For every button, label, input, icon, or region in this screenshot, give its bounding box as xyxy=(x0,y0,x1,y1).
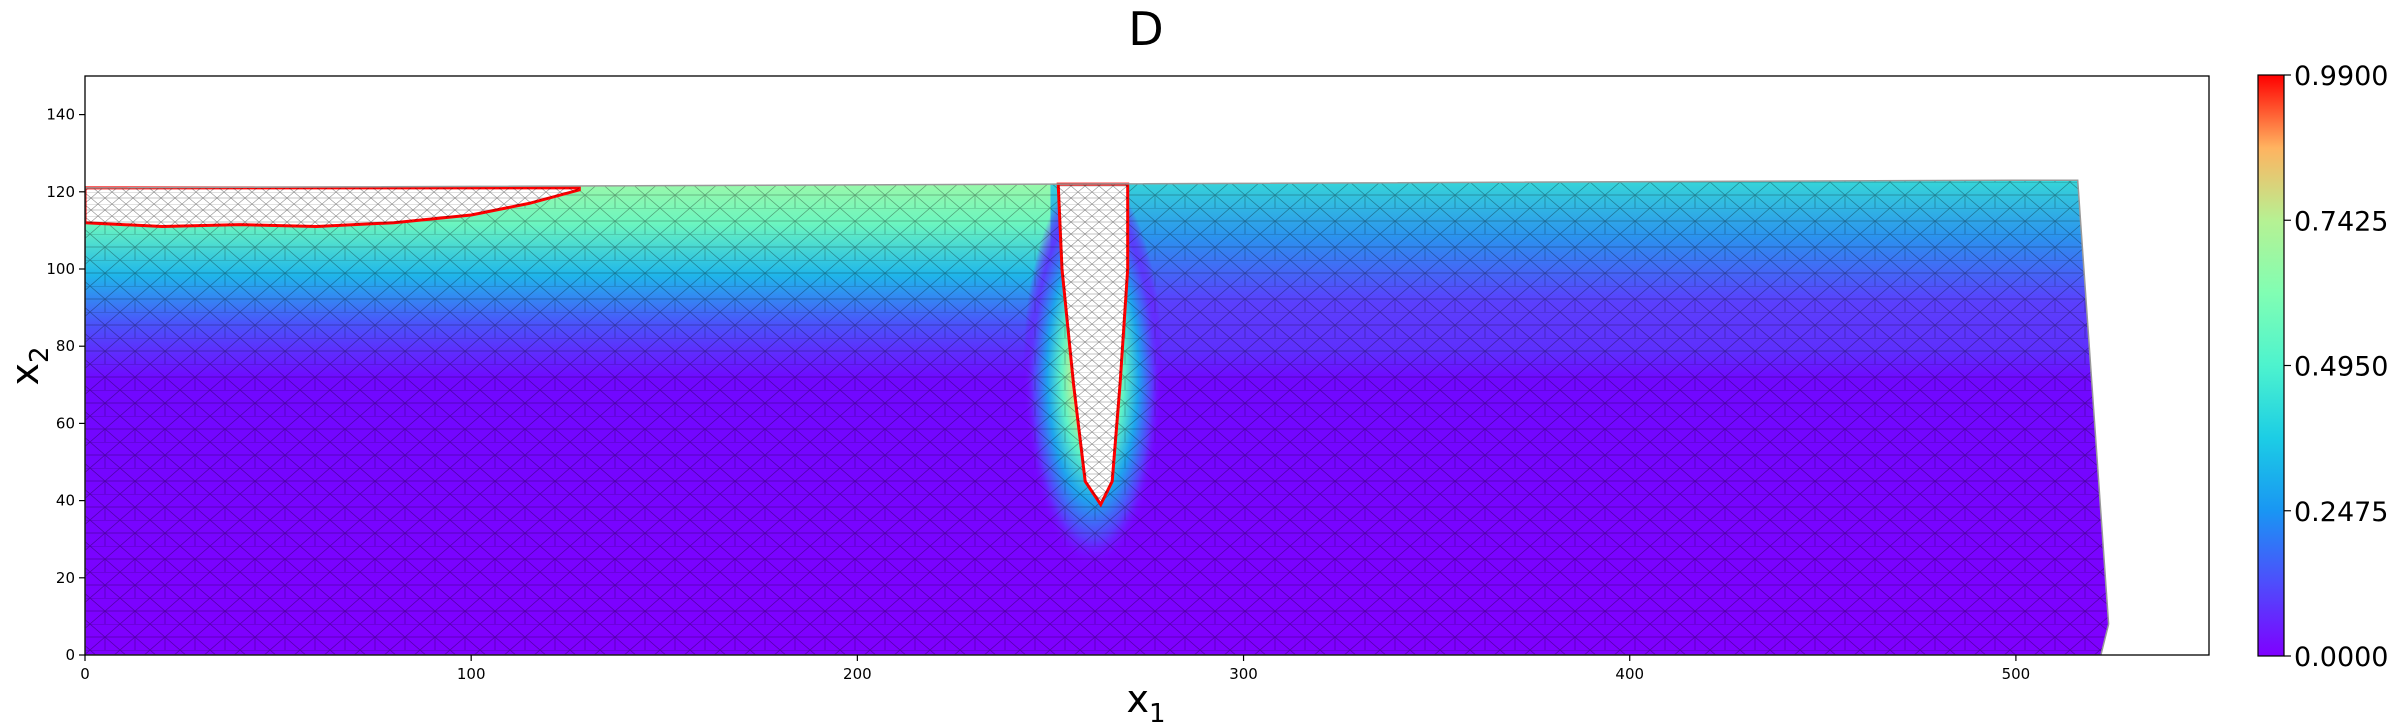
x-axis-ticks: 0 100 200 300 400 500 xyxy=(80,655,2030,683)
colorbar-tick-label: 0.2475 xyxy=(2294,497,2388,528)
y-tick-label: 40 xyxy=(56,492,75,510)
colorbar-tick-label: 0.9900 xyxy=(2294,61,2388,92)
x-tick-label: 0 xyxy=(80,665,90,683)
y-tick-label: 20 xyxy=(56,569,75,587)
colorbar-ticks: 0.0000 0.2475 0.4950 0.7425 0.9900 xyxy=(2284,61,2388,673)
domain-outline xyxy=(85,179,2110,655)
colorbar-tick-label: 0.0000 xyxy=(2294,642,2388,673)
colorbar-tick-label: 0.7425 xyxy=(2294,206,2388,237)
x-tick-label: 500 xyxy=(2002,665,2031,683)
damage-field xyxy=(85,180,2109,655)
y-tick-label: 0 xyxy=(65,646,75,664)
x-tick-label: 100 xyxy=(457,665,486,683)
plot-frame xyxy=(84,75,2210,656)
colorbar: 0.0000 0.2475 0.4950 0.7425 0.9900 xyxy=(2257,61,2388,673)
plot-area xyxy=(85,179,2110,655)
y-tick-label: 80 xyxy=(56,337,75,355)
colorbar-gradient xyxy=(2257,74,2285,657)
y-axis-label-main: x xyxy=(3,363,47,386)
surface-damage-mesh xyxy=(85,187,580,227)
y-tick-label: 60 xyxy=(56,414,75,432)
x-axis-label-sub: 1 xyxy=(1149,699,1166,726)
notch-crack-mesh xyxy=(1058,184,1128,505)
x-tick-label: 400 xyxy=(1615,665,1644,683)
y-tick-label: 120 xyxy=(46,183,75,201)
y-tick-label: 100 xyxy=(46,260,75,278)
chart-title: D xyxy=(1128,2,1163,56)
x-axis-label: x1 xyxy=(1126,677,1165,726)
y-axis-ticks: 0 20 40 60 80 100 120 140 xyxy=(46,106,85,664)
colorbar-tick-label: 0.4950 xyxy=(2294,352,2388,383)
x-tick-label: 200 xyxy=(843,665,872,683)
x-tick-label: 300 xyxy=(1229,665,1258,683)
y-tick-label: 140 xyxy=(46,106,75,124)
y-axis-label-sub: 2 xyxy=(25,346,55,363)
x-axis-label-main: x xyxy=(1126,677,1149,721)
y-axis-label: x2 xyxy=(3,346,55,385)
